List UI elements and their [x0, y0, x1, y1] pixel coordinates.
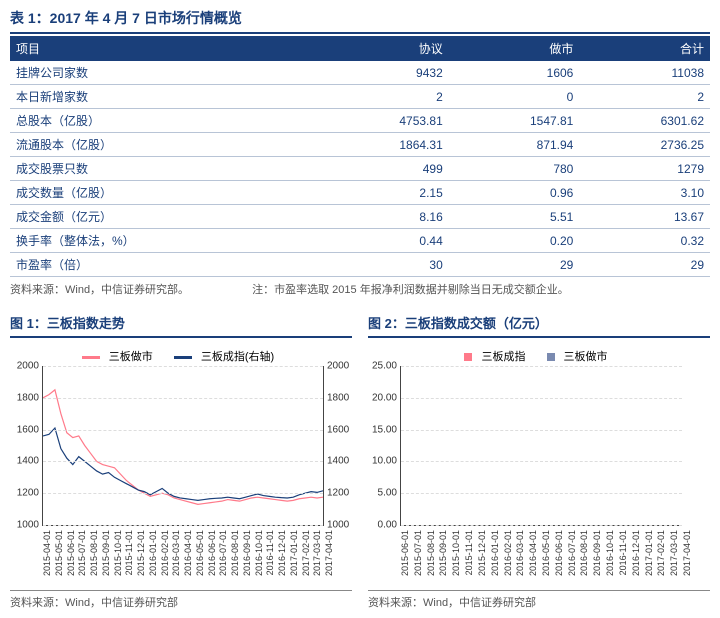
chart2-source: 资料来源：Wind，中信证券研究部: [368, 590, 710, 610]
navy-line-icon: [174, 356, 192, 359]
table-row: 成交数量（亿股）2.150.963.10: [10, 181, 710, 205]
table-row: 流通股本（亿股）1864.31871.942736.25: [10, 133, 710, 157]
table-row: 挂牌公司家数9432160611038: [10, 61, 710, 85]
table-row: 换手率（整体法，%）0.440.200.32: [10, 229, 710, 253]
chart1-title: 图 1：三板指数走势: [10, 313, 352, 338]
table-title: 表 1：2017 年 4 月 7 日市场行情概览: [10, 8, 710, 34]
col-header: 做市: [449, 36, 580, 61]
chart2-title: 图 2：三板指数成交额（亿元）: [368, 313, 710, 338]
col-header: 合计: [579, 36, 710, 61]
table-row: 市盈率（倍）302929: [10, 253, 710, 277]
legend1-label: 三板做市: [109, 351, 153, 363]
chart2-plot: 0.005.0010.0015.0020.0025.00: [400, 366, 682, 526]
table-row: 总股本（亿股）4753.811547.816301.62: [10, 109, 710, 133]
col-header: 协议: [318, 36, 449, 61]
legend1b-label: 三板成指: [481, 351, 525, 363]
chart1-xaxis: 2015-04-012015-05-012015-06-012015-07-01…: [42, 526, 324, 586]
chart2: 图 2：三板指数成交额（亿元） 三板成指 三板做市 0.005.0010.001…: [368, 313, 710, 610]
legend2b-label: 三板做市: [564, 351, 608, 363]
chart1: 图 1：三板指数走势 三板做市 三板成指(右轴) 100012001400160…: [10, 313, 352, 610]
table-row: 本日新增家数202: [10, 85, 710, 109]
market-table: 项目协议做市合计 挂牌公司家数9432160611038本日新增家数202总股本…: [10, 36, 710, 277]
table-row: 成交股票只数4997801279: [10, 157, 710, 181]
table-note: 注：市盈率选取 2015 年报净利润数据并剔除当日无成交额企业。: [252, 284, 569, 296]
chart2-xaxis: 2015-06-012015-07-012015-08-012015-09-01…: [400, 526, 682, 586]
chart1-legend: 三板做市 三板成指(右轴): [10, 344, 352, 366]
chart1-plot: 100012001400160018002000 100012001400160…: [42, 366, 324, 526]
navy-bar-icon: [547, 353, 555, 361]
pink-bar-icon: [464, 353, 472, 361]
chart2-legend: 三板成指 三板做市: [368, 344, 710, 366]
pink-line-icon: [82, 356, 100, 359]
table-row: 成交金额（亿元）8.165.5113.67: [10, 205, 710, 229]
chart1-source: 资料来源：Wind，中信证券研究部: [10, 590, 352, 610]
table-source: 资料来源：Wind，中信证券研究部。: [10, 284, 189, 296]
table-footnote: 资料来源：Wind，中信证券研究部。 注：市盈率选取 2015 年报净利润数据并…: [10, 277, 710, 307]
col-header: 项目: [10, 36, 318, 61]
legend2-label: 三板成指(右轴): [201, 351, 274, 363]
